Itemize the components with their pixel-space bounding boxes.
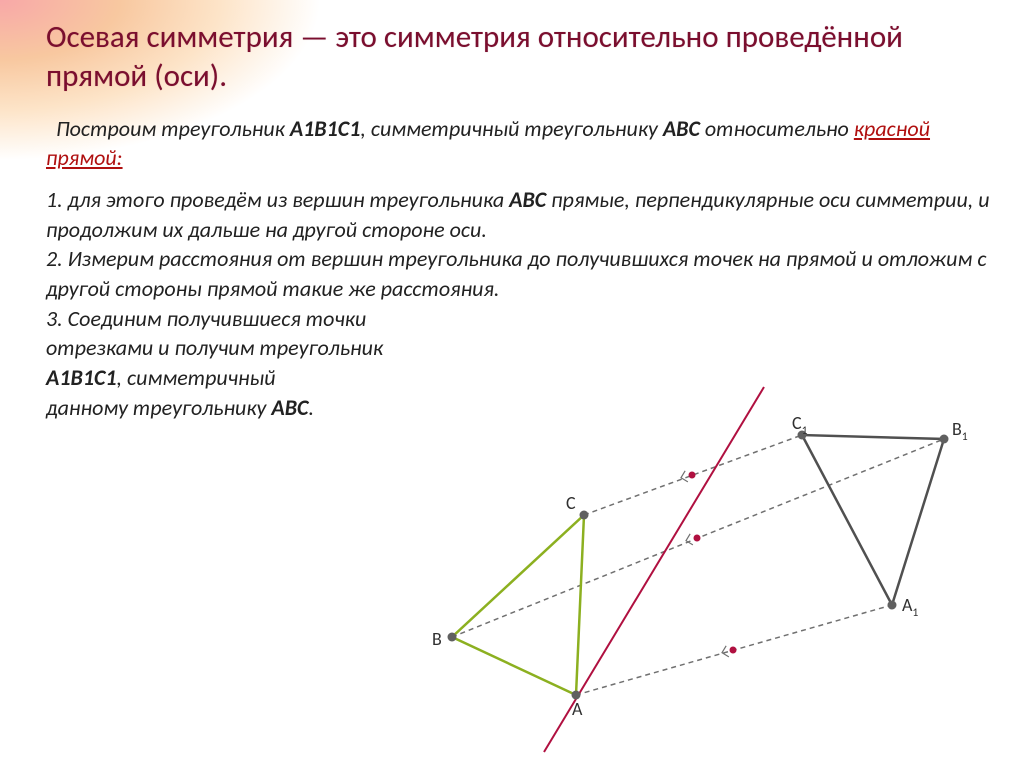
intro-paragraph: Построим треугольник A1B1C1, симметричны… <box>46 114 994 173</box>
intro-post: относительно <box>700 115 854 142</box>
step-2: 2. Измерим расстояния от вершин треуголь… <box>46 244 994 303</box>
page-title: Осевая симметрия — это симметрия относит… <box>46 18 994 96</box>
step3-l2: отрезками и получим треугольник <box>46 334 383 361</box>
step1-pre: 1. для этого проведём из вершин треуголь… <box>46 186 509 213</box>
svg-text:A1: A1 <box>902 594 918 620</box>
geometry-diagram: ABCA1B1C1 <box>404 377 994 757</box>
intro-abc: ABC <box>663 115 700 142</box>
intro-pre: Построим треугольник <box>56 115 290 142</box>
step3-abc: ABC <box>271 394 308 421</box>
step1-abc: ABC <box>509 186 546 213</box>
svg-text:B: B <box>432 628 442 650</box>
step3-l1: 3. Соединим получившиеся точки <box>46 305 366 332</box>
step3-dot: . <box>308 394 314 421</box>
svg-text:C: C <box>566 492 576 514</box>
intro-tri1: A1B1C1 <box>290 115 361 142</box>
svg-text:A: A <box>572 698 583 720</box>
intro-mid: , симметричный треугольнику <box>360 115 662 142</box>
step3-l3: , симметричный <box>117 364 276 391</box>
svg-text:B1: B1 <box>952 418 968 444</box>
step-1: 1. для этого проведём из вершин треуголь… <box>46 185 994 244</box>
step3-l4: данному треугольнику <box>46 394 271 421</box>
step3-tri1: A1B1C1 <box>46 364 117 391</box>
step-3: 3. Соединим получившиеся точки отрезками… <box>46 304 383 423</box>
